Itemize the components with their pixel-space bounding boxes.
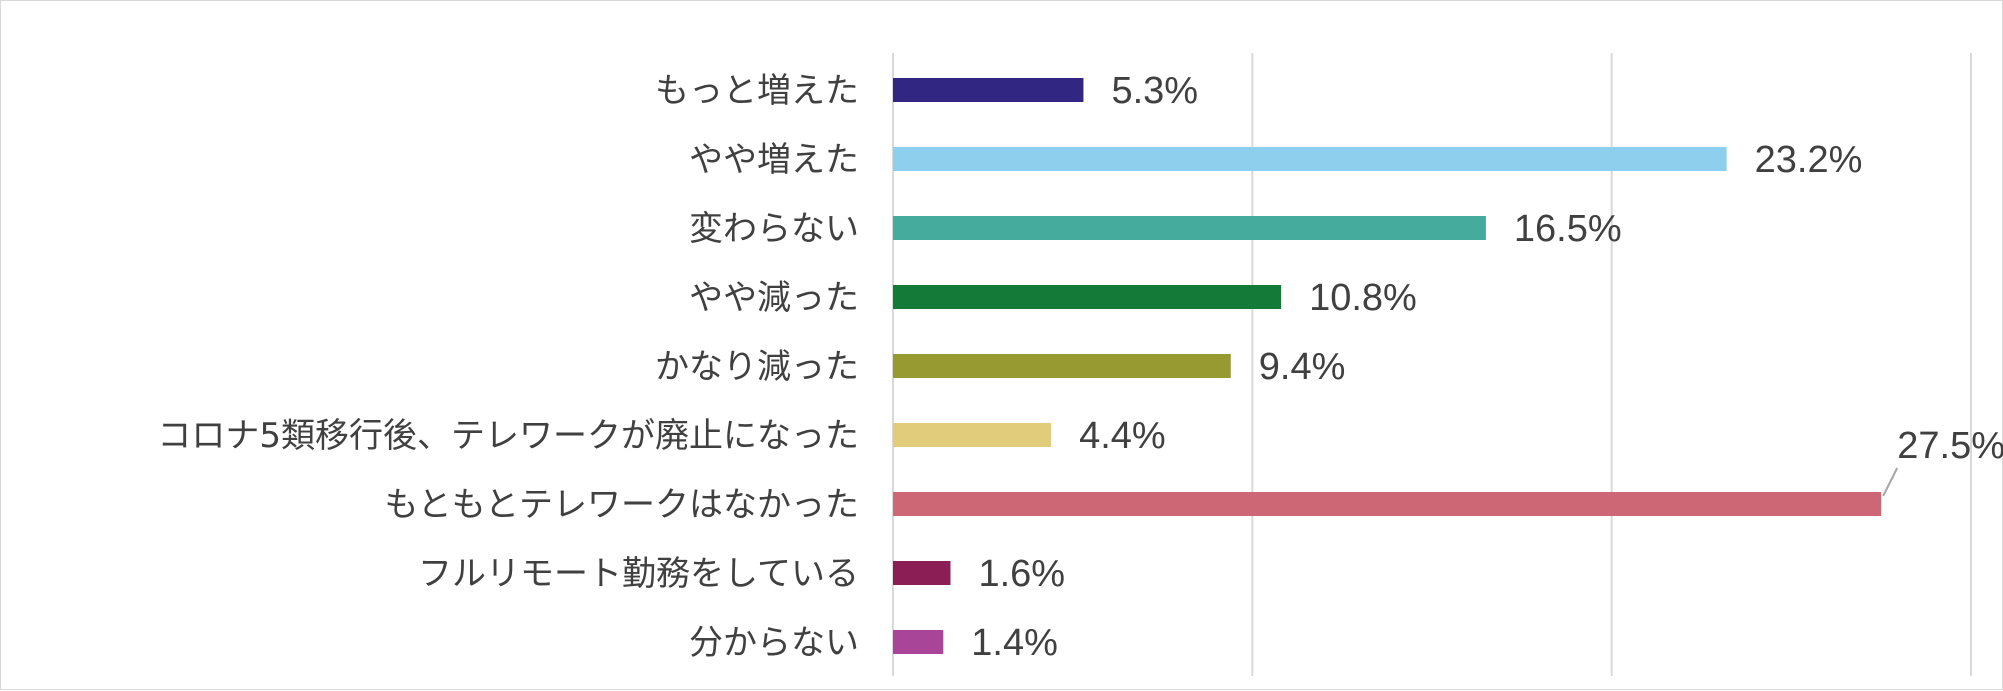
category-label: やや増えた	[689, 140, 859, 180]
data-label: 16.5%	[1514, 208, 1622, 250]
category-label: 分からない	[689, 623, 859, 663]
category-label: もともとテレワークはなかった	[384, 485, 859, 525]
category-label: コロナ5類移行後、テレワークが廃止になった	[157, 416, 859, 456]
category-label: もっと増えた	[655, 71, 859, 111]
data-label: 23.2%	[1755, 139, 1863, 181]
category-label: かなり減った	[655, 347, 859, 387]
data-label: 27.5%	[1897, 425, 2003, 467]
bar	[893, 423, 1052, 447]
bar	[893, 78, 1084, 102]
bar	[893, 216, 1486, 240]
bar	[893, 492, 1882, 516]
category-label: フルリモート勤務をしている	[418, 554, 859, 594]
data-label: 1.6%	[978, 553, 1065, 595]
data-label: 10.8%	[1309, 277, 1417, 319]
category-label: 変わらない	[689, 209, 859, 249]
data-label: 1.4%	[971, 622, 1058, 664]
data-label: 5.3%	[1111, 70, 1198, 112]
data-label: 4.4%	[1079, 415, 1166, 457]
category-label: やや減った	[689, 278, 859, 318]
bar	[893, 285, 1282, 309]
leader-line	[1882, 467, 1899, 497]
bar	[893, 561, 951, 585]
data-label: 9.4%	[1259, 346, 1346, 388]
bar	[893, 354, 1231, 378]
bar	[893, 630, 944, 654]
bar	[893, 147, 1727, 171]
